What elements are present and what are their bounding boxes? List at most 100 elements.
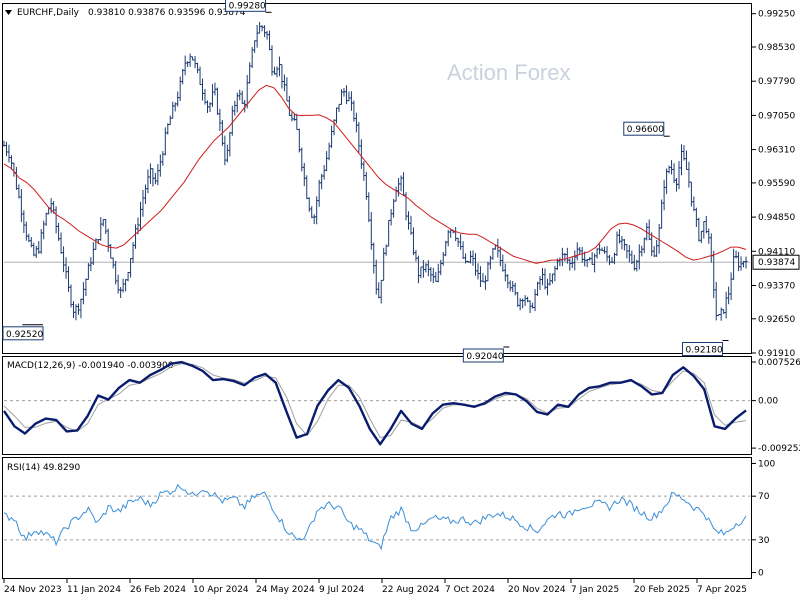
current-price-tag-box (752, 254, 800, 270)
price-tick-label: 0.92650 (758, 315, 795, 325)
price-bar (240, 90, 244, 104)
price-bar (660, 199, 664, 229)
price-bar (441, 251, 445, 266)
price-bar (712, 250, 716, 299)
price-bar (295, 113, 299, 131)
price-bar (573, 250, 577, 271)
price-bar (300, 147, 304, 172)
price-bar (116, 274, 120, 294)
price-bar (188, 53, 192, 67)
price-bar (402, 172, 406, 196)
price-bar (317, 179, 321, 207)
price-bar (109, 244, 113, 259)
price-bar (394, 186, 398, 202)
price-bars (2, 21, 748, 321)
price-bar (228, 131, 232, 157)
time-axis: 24 Nov 2023 11 Jan 2024 26 Feb 2024 10 Apr … (3, 579, 747, 595)
price-bar (662, 179, 666, 211)
price-bar (312, 214, 316, 225)
price-bar (543, 268, 547, 290)
price-bar (431, 267, 435, 284)
price-bar (225, 144, 229, 163)
price-bar (233, 100, 237, 116)
price-bar (275, 66, 279, 78)
rsi-axis: 100 70 30 0 (4, 459, 775, 579)
menu-triangle-icon[interactable] (5, 10, 12, 15)
price-bar (444, 240, 448, 257)
price-bar (689, 181, 693, 207)
time-tick-label: 20 Nov 2024 (508, 585, 566, 595)
price-bar (550, 273, 554, 284)
price-bar (483, 275, 487, 290)
price-bar (737, 251, 741, 272)
price-bar (533, 289, 537, 312)
macd-label: MACD(12,26,9) -0.001940 -0.003908 (7, 361, 174, 371)
annotation-box (682, 342, 724, 357)
price-bar (89, 257, 93, 272)
price-bar (91, 242, 95, 265)
annotation-label: 0.99280 (229, 1, 266, 11)
price-bar (367, 192, 371, 223)
price-bar (655, 239, 659, 257)
price-bar (513, 282, 517, 296)
price-bar (364, 171, 368, 200)
price-bar (71, 301, 75, 318)
price-bar (198, 66, 202, 86)
price-tick-label: 0.95590 (758, 179, 795, 189)
price-tick-label: 0.99250 (758, 10, 795, 20)
price-bar (389, 209, 393, 226)
time-tick-label: 24 Nov 2023 (4, 585, 62, 595)
macd-main-line (3, 360, 747, 446)
price-bar (79, 298, 83, 319)
price-bar (327, 142, 331, 161)
chart-ohlc: 0.93810 0.93876 0.93596 0.93874 (88, 8, 246, 18)
price-bar (627, 245, 631, 263)
price-bar (260, 25, 264, 32)
price-bar (287, 95, 291, 116)
price-bar (697, 217, 701, 242)
annotation-box (623, 121, 665, 136)
price-tick-label: 0.96310 (758, 146, 795, 156)
price-bar (707, 228, 711, 244)
time-tick-label: 22 Aug 2024 (382, 585, 440, 595)
price-bar (255, 24, 259, 48)
price-bar (14, 166, 18, 190)
macd-tick-label: -0.009252 (758, 444, 800, 454)
price-bar (670, 160, 674, 175)
price-bar (377, 282, 381, 299)
price-bar (620, 236, 624, 250)
price-bar (111, 257, 115, 269)
price-bar (76, 303, 80, 315)
macd-panel-frame (2, 356, 752, 455)
price-bar (277, 56, 281, 77)
time-tick-label: 20 Feb 2025 (634, 585, 690, 595)
price-bar (608, 254, 612, 266)
price-bar (421, 260, 425, 278)
time-tick-label: 24 May 2024 (256, 585, 315, 595)
annotation-box (462, 348, 504, 363)
price-bar (310, 206, 314, 219)
price-bar (692, 196, 696, 212)
price-bar (565, 247, 569, 264)
price-tick-label: 0.97790 (758, 77, 795, 87)
price-bar (121, 278, 125, 293)
price-tick-label: 0.97050 (758, 111, 795, 121)
price-bar (99, 217, 103, 241)
macd-tick-label: 0.00 (758, 397, 778, 407)
price-bar (486, 261, 490, 282)
price-bar (44, 212, 48, 226)
price-bar (521, 298, 525, 309)
price-bar (104, 219, 108, 234)
price-bar (434, 271, 438, 282)
price-bar (387, 219, 391, 247)
price-bar (337, 103, 341, 112)
price-bar (536, 281, 540, 297)
price-bar (151, 168, 155, 187)
price-bar (223, 135, 227, 166)
price-bar (362, 161, 366, 181)
current-price-tag: 0.93874 (752, 254, 800, 270)
price-bar (382, 247, 386, 281)
price-bar (134, 224, 138, 249)
macd-lines (3, 360, 747, 446)
